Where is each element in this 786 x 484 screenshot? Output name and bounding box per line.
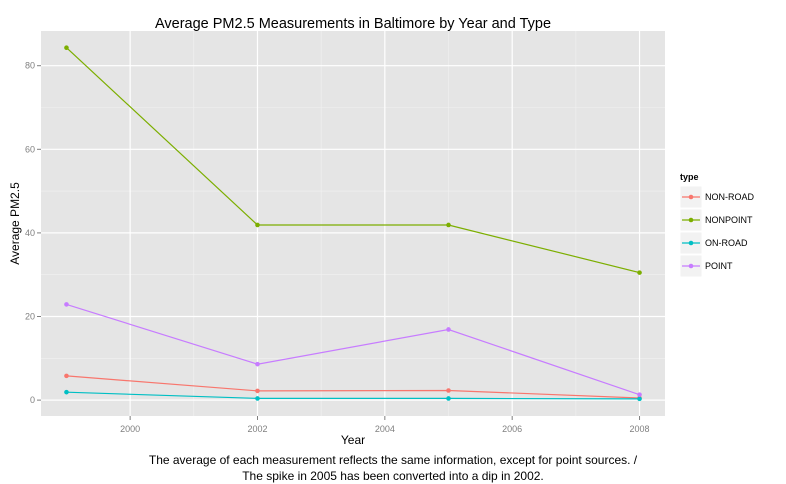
x-tick-label: 2000	[120, 424, 140, 434]
series-line-nonpoint	[66, 47, 640, 274]
data-point-on-road	[637, 396, 642, 402]
data-point-nonpoint	[255, 222, 260, 228]
series-line-non-road	[66, 375, 640, 399]
y-axis-title: Average PM2.5	[8, 182, 22, 265]
chart-title: Average PM2.5 Measurements in Baltimore …	[155, 16, 551, 32]
data-point-point	[446, 327, 451, 332]
data-point-nonpoint	[446, 222, 451, 228]
legend-point-nonpoint	[688, 217, 694, 223]
data-point-point	[255, 361, 260, 367]
x-tick-label: 2008	[630, 424, 650, 434]
x-axis-title: Year	[341, 433, 365, 447]
y-tick-label: 60	[25, 144, 35, 154]
data-point-nonpoint	[637, 270, 642, 275]
y-tick-label: 0	[30, 395, 35, 405]
data-point-point	[637, 392, 642, 397]
x-tick-label: 2006	[502, 424, 522, 434]
legend-point-non-road	[688, 194, 694, 200]
legend-label-point: POINT	[705, 261, 733, 271]
legend-label-on-road: ON-ROAD	[705, 238, 748, 248]
y-tick-label: 40	[25, 228, 35, 238]
data-point-non-road	[255, 388, 260, 394]
legend-label-non-road: NON-ROAD	[705, 192, 754, 202]
series-line-point	[66, 303, 640, 396]
data-point-non-road	[64, 373, 69, 379]
legend-point-point	[688, 263, 694, 269]
legend-title: type	[680, 172, 699, 182]
x-tick-label: 2004	[375, 424, 395, 434]
legend-point-on-road	[688, 240, 694, 246]
data-point-non-road	[446, 388, 451, 393]
data-point-on-road	[255, 396, 260, 401]
series-line-on-road	[66, 391, 640, 400]
caption-line-2: The spike in 2005 has been converted int…	[242, 469, 544, 483]
data-point-on-road	[64, 389, 69, 395]
y-tick-label: 80	[25, 61, 35, 71]
data-point-nonpoint	[64, 45, 69, 51]
caption-line-1: The average of each measurement reflects…	[148, 453, 638, 467]
plot-panel	[41, 31, 665, 416]
y-tick-label: 20	[25, 312, 35, 322]
data-point-point	[64, 302, 69, 307]
legend-label-nonpoint: NONPOINT	[705, 215, 753, 225]
data-point-on-road	[446, 396, 451, 401]
x-tick-label: 2002	[247, 424, 267, 434]
